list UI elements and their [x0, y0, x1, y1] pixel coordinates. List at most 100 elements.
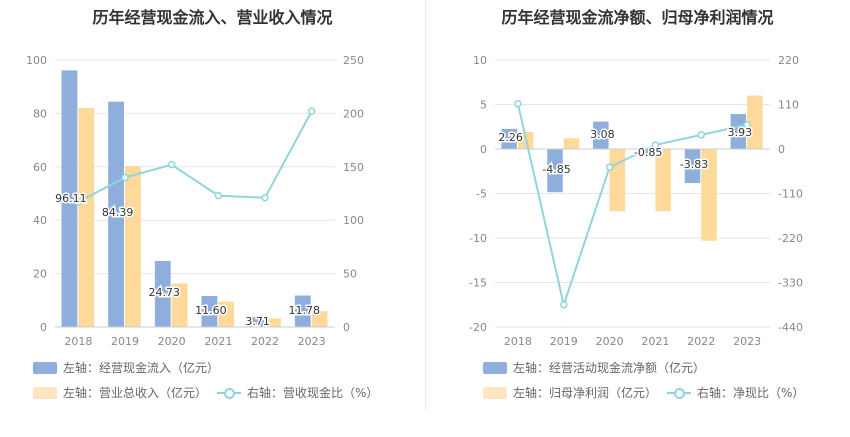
bar-data-label: 3.08 — [590, 128, 615, 141]
bar-blue — [154, 260, 171, 327]
bar-data-label: 11.78 — [289, 304, 321, 317]
ratio-point — [307, 107, 316, 116]
chart-title: 历年经营现金流入、营业收入情况 — [92, 8, 333, 27]
bar-blue — [684, 149, 701, 184]
bar-data-label: -3.83 — [680, 158, 708, 171]
panel-divider — [425, 0, 426, 410]
x-axis-tick-label: 2022 — [251, 335, 279, 348]
bar-orange — [218, 301, 235, 327]
bar-orange — [609, 149, 626, 212]
left-axis-tick-label: -20 — [469, 321, 487, 334]
bar-blue — [108, 101, 124, 327]
ratio-point — [167, 160, 176, 169]
ratio-point — [514, 99, 522, 108]
legend-label: 左轴：经营现金流入（亿元） — [63, 361, 220, 375]
left-axis-tick-label: 100 — [26, 54, 47, 67]
ratio-point — [651, 141, 660, 149]
bar-blue — [501, 128, 517, 149]
bar-data-label: 84.39 — [102, 206, 134, 219]
bar-blue — [201, 296, 218, 327]
left-axis-tick-label: 0 — [480, 143, 487, 156]
bar-blue — [593, 121, 609, 149]
bar-data-label: 2.26 — [498, 131, 523, 144]
legend-swatch — [33, 361, 57, 374]
ratio-line — [516, 103, 748, 309]
legend-swatch — [483, 361, 507, 374]
x-axis-tick-label: 2019 — [111, 335, 139, 348]
bar-data-label: 24.73 — [149, 286, 181, 299]
legend-item-revenue[interactable]: 左轴：营业总收入（亿元） — [33, 384, 207, 401]
left-axis-tick-label: 0 — [40, 321, 47, 334]
ratio-point — [121, 173, 129, 182]
right-axis-tick-label: 50 — [343, 268, 357, 281]
ratio-point — [605, 163, 614, 171]
legend-label: 右轴：净现比（%） — [697, 386, 805, 400]
left-axis-tick-label: 10 — [473, 54, 487, 67]
x-axis-tick-label: 2023 — [298, 335, 326, 348]
ratio-point — [560, 301, 568, 309]
bar-orange — [78, 108, 95, 327]
bar-data-label: 96.11 — [55, 192, 87, 205]
legend-item-net-profit[interactable]: 左轴：归母净利润（亿元） — [483, 384, 657, 401]
x-axis-tick-label: 2020 — [596, 335, 624, 348]
bar-orange — [171, 283, 188, 327]
left-axis-tick-label: 40 — [33, 214, 47, 227]
left-axis-tick-label: 20 — [33, 268, 47, 281]
legend-label: 左轴：归母净利润（亿元） — [513, 386, 658, 400]
bar-blue — [638, 149, 655, 157]
bar-orange — [265, 318, 281, 327]
net-cashflow-profit-panel: 历年经营现金流净额、归母净利润情况 -20 -15 -10 -5 0 5 10 -440 -33… — [425, 0, 850, 437]
legend-swatch — [217, 387, 241, 399]
ratio-point — [74, 198, 83, 206]
left-axis-tick-label: -5 — [476, 188, 487, 201]
ratio-line — [77, 110, 313, 203]
cash-inflow-revenue-chart: 0 20 40 60 80 100 0 50 100 150 200 250 2018 2019 2020 2… — [26, 54, 364, 348]
right-axis-tick-label: 0 — [778, 143, 785, 156]
left-axis-tick-label: 80 — [33, 107, 47, 120]
bar-data-label: 3.93 — [728, 126, 753, 139]
legend-item-revenue-cash-ratio[interactable]: 右轴：营收现金比（%） — [217, 384, 378, 401]
x-axis-tick-label: 2018 — [64, 335, 92, 348]
right-axis-tick-label: 220 — [778, 54, 799, 67]
right-axis-tick-label: -440 — [778, 321, 803, 334]
x-axis-tick-label: 2022 — [687, 335, 715, 348]
bar-orange — [125, 165, 141, 327]
legend-label: 左轴：经营活动现金流净额（亿元） — [513, 361, 706, 375]
right-axis-tick-label: -330 — [778, 277, 803, 290]
cash-inflow-revenue-panel: 历年经营现金流入、营业收入情况 0 20 40 60 80 100 0 50 100 150 200… — [26, 8, 378, 401]
legend-swatch — [483, 386, 507, 399]
legend-item-net-cashflow[interactable]: 左轴：经营活动现金流净额（亿元） — [483, 359, 705, 376]
bar-blue — [730, 114, 747, 149]
bar-orange — [655, 149, 671, 212]
x-axis-tick-label: 2021 — [204, 335, 232, 348]
x-axis-tick-label: 2020 — [158, 335, 186, 348]
bar-data-label: -4.85 — [542, 163, 570, 176]
right-axis-tick-label: 250 — [343, 54, 364, 67]
bar-orange — [311, 311, 328, 327]
bar-data-label: 11.60 — [195, 304, 227, 317]
chart-title: 历年经营现金流净额、归母净利润情况 — [501, 8, 774, 27]
ratio-point — [261, 194, 269, 202]
bar-orange — [747, 95, 763, 149]
ratio-point — [214, 191, 223, 200]
legend-item-net-cash-ratio[interactable]: 右轴：净现比（%） — [667, 384, 804, 401]
left-axis-tick-label: 5 — [480, 99, 487, 112]
right-axis-tick-label: -110 — [778, 188, 803, 201]
bar-orange — [701, 149, 717, 241]
ratio-point — [743, 120, 751, 129]
bar-data-label: -0.85 — [634, 146, 662, 159]
right-axis-tick-label: 150 — [343, 161, 364, 174]
bar-blue — [61, 70, 78, 328]
x-axis-tick-label: 2019 — [550, 335, 578, 348]
legend-item-cash-inflow[interactable]: 左轴：经营现金流入（亿元） — [33, 359, 219, 376]
legend-swatch — [667, 387, 691, 399]
bar-blue — [248, 317, 264, 327]
left-axis-tick-label: -15 — [469, 277, 487, 290]
bar-blue — [547, 149, 563, 193]
right-axis-tick-label: 0 — [343, 321, 350, 334]
bar-orange — [563, 138, 580, 149]
x-axis-tick-label: 2023 — [733, 335, 761, 348]
bar-data-label: 3.71 — [245, 315, 270, 328]
right-axis-tick-label: 100 — [343, 214, 364, 227]
left-axis-tick-label: -10 — [469, 232, 487, 245]
